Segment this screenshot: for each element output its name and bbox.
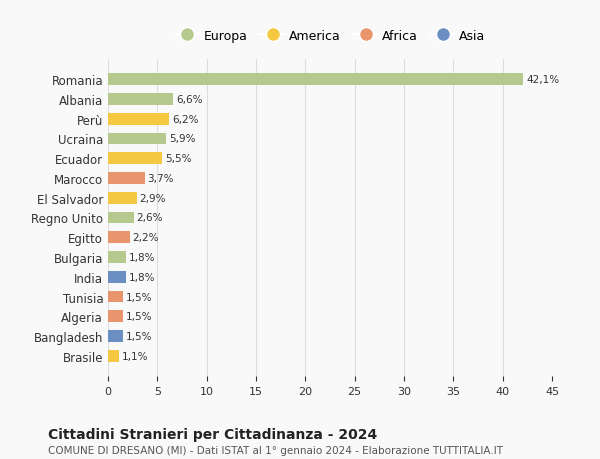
Legend: Europa, America, Africa, Asia: Europa, America, Africa, Asia — [170, 25, 490, 48]
Text: 1,1%: 1,1% — [122, 351, 148, 361]
Text: 1,8%: 1,8% — [129, 252, 155, 263]
Text: 2,6%: 2,6% — [137, 213, 163, 223]
Bar — [108, 153, 162, 165]
Bar — [108, 350, 119, 362]
Text: 1,5%: 1,5% — [126, 292, 152, 302]
Bar — [108, 133, 166, 145]
Bar — [108, 271, 126, 283]
Text: 3,7%: 3,7% — [148, 174, 174, 184]
Text: 2,9%: 2,9% — [140, 193, 166, 203]
Text: 1,5%: 1,5% — [126, 331, 152, 341]
Text: 1,8%: 1,8% — [129, 272, 155, 282]
Bar — [108, 192, 137, 204]
Bar — [108, 94, 173, 106]
Text: 2,2%: 2,2% — [133, 233, 159, 243]
Bar — [108, 232, 130, 244]
Text: 1,5%: 1,5% — [126, 312, 152, 322]
Bar — [108, 311, 123, 323]
Text: 6,6%: 6,6% — [176, 95, 203, 105]
Bar — [108, 173, 145, 185]
Text: 6,2%: 6,2% — [172, 114, 199, 124]
Bar — [108, 74, 523, 86]
Bar — [108, 291, 123, 303]
Text: 5,9%: 5,9% — [169, 134, 196, 144]
Text: COMUNE DI DRESANO (MI) - Dati ISTAT al 1° gennaio 2024 - Elaborazione TUTTITALIA: COMUNE DI DRESANO (MI) - Dati ISTAT al 1… — [48, 445, 503, 455]
Text: 42,1%: 42,1% — [526, 75, 559, 85]
Bar — [108, 212, 134, 224]
Text: Cittadini Stranieri per Cittadinanza - 2024: Cittadini Stranieri per Cittadinanza - 2… — [48, 427, 377, 441]
Text: 5,5%: 5,5% — [165, 154, 192, 164]
Bar — [108, 330, 123, 342]
Bar — [108, 252, 126, 263]
Bar — [108, 113, 169, 125]
